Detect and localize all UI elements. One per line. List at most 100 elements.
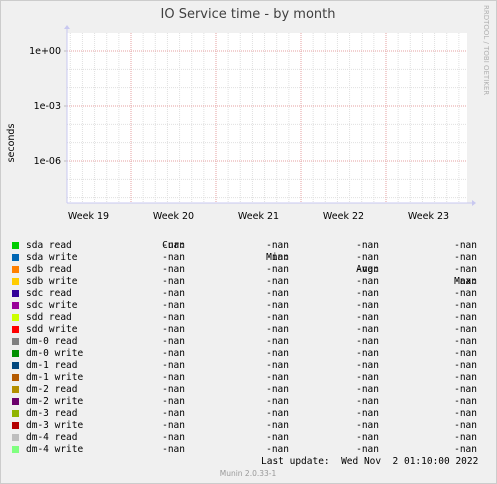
legend-value-max: -nan	[454, 288, 477, 299]
legend-series-name: sda read	[26, 240, 72, 251]
x-tick-label: Week 20	[153, 211, 194, 222]
y-axis-arrow	[64, 25, 70, 29]
legend-swatch	[12, 314, 19, 321]
legend-value-min: -nan	[266, 252, 289, 263]
legend-header: Cur: Min: Avg: Max:	[12, 228, 490, 287]
legend-value-max: -nan	[454, 276, 477, 287]
legend-row: sdc write -nan -nan -nan -nan	[12, 300, 490, 312]
col-avg-header: Avg:	[356, 264, 379, 275]
legend-value-min: -nan	[266, 300, 289, 311]
legend-value-max: -nan	[454, 264, 477, 275]
legend-value-cur: -nan	[162, 444, 185, 455]
legend-series-name: dm-0 write	[26, 348, 84, 359]
legend-swatch	[12, 290, 19, 297]
x-tick-label: Week 23	[408, 211, 449, 222]
legend-series-name: sdb read	[26, 264, 72, 275]
axes	[64, 25, 476, 206]
legend-value-avg: -nan	[356, 336, 379, 347]
legend-value-avg: -nan	[356, 432, 379, 443]
legend-value-cur: -nan	[162, 252, 185, 263]
legend-value-min: -nan	[266, 264, 289, 275]
legend-row: dm-1 write -nan -nan -nan -nan	[12, 372, 490, 384]
legend-swatch	[12, 326, 19, 333]
legend-value-max: -nan	[454, 372, 477, 383]
legend-value-cur: -nan	[162, 336, 185, 347]
legend-value-avg: -nan	[356, 300, 379, 311]
legend-value-cur: -nan	[162, 324, 185, 335]
legend-value-max: -nan	[454, 252, 477, 263]
legend-swatch	[12, 386, 19, 393]
legend-row: sda write -nan -nan -nan -nan	[12, 252, 490, 264]
legend-value-max: -nan	[454, 348, 477, 359]
legend-value-avg: -nan	[356, 360, 379, 371]
legend-swatch	[12, 350, 19, 357]
legend-series-name: sdd write	[26, 324, 78, 335]
legend-swatch	[12, 338, 19, 345]
legend-series-name: dm-1 read	[26, 360, 78, 371]
legend-value-max: -nan	[454, 240, 477, 251]
legend-value-avg: -nan	[356, 408, 379, 419]
y-tick-label: 1e-06	[34, 156, 61, 167]
legend-value-min: -nan	[266, 432, 289, 443]
legend-value-min: -nan	[266, 336, 289, 347]
legend-row: dm-4 write -nan -nan -nan -nan	[12, 444, 490, 456]
legend-value-min: -nan	[266, 384, 289, 395]
legend-value-avg: -nan	[356, 252, 379, 263]
legend-value-max: -nan	[454, 300, 477, 311]
legend-table: Cur: Min: Avg: Max: sda read -nan -nan -nan…	[12, 228, 490, 456]
legend-value-min: -nan	[266, 348, 289, 359]
legend-swatch	[12, 254, 19, 261]
legend-value-cur: -nan	[162, 432, 185, 443]
legend-row: dm-2 write -nan -nan -nan -nan	[12, 396, 490, 408]
legend-value-cur: -nan	[162, 312, 185, 323]
y-tick-labels: 1e+00 1e-03 1e-06	[29, 46, 61, 167]
col-cur-header: Cur:	[162, 240, 185, 251]
legend-series-name: sdd read	[26, 312, 72, 323]
legend-value-max: -nan	[454, 360, 477, 371]
legend-value-avg: -nan	[356, 288, 379, 299]
legend-series-name: sdc read	[26, 288, 72, 299]
last-update: Last update: Wed Nov 2 01:10:00 2022	[261, 456, 479, 467]
legend-value-max: -nan	[454, 396, 477, 407]
legend-swatch	[12, 266, 19, 273]
y-tick-label: 1e+00	[29, 46, 61, 57]
legend-value-cur: -nan	[162, 240, 185, 251]
legend-value-avg: -nan	[356, 396, 379, 407]
legend-swatch	[12, 374, 19, 381]
x-axis-arrow	[472, 200, 476, 206]
legend-swatch	[12, 302, 19, 309]
legend-value-max: -nan	[454, 408, 477, 419]
legend-value-min: -nan	[266, 324, 289, 335]
legend-swatch	[12, 410, 19, 417]
legend-value-cur: -nan	[162, 408, 185, 419]
legend-swatch	[12, 278, 19, 285]
legend-value-min: -nan	[266, 396, 289, 407]
legend-value-min: -nan	[266, 312, 289, 323]
legend-value-avg: -nan	[356, 240, 379, 251]
legend-value-avg: -nan	[356, 312, 379, 323]
legend-value-min: -nan	[266, 372, 289, 383]
legend-series-name: dm-0 read	[26, 336, 78, 347]
legend-row: dm-4 read -nan -nan -nan -nan	[12, 432, 490, 444]
legend-series-name: sdc write	[26, 300, 78, 311]
legend-value-cur: -nan	[162, 288, 185, 299]
legend-value-min: -nan	[266, 408, 289, 419]
legend-value-avg: -nan	[356, 372, 379, 383]
x-tick-label: Week 19	[68, 211, 109, 222]
col-min-header: Min:	[266, 252, 289, 263]
legend-series-name: dm-1 write	[26, 372, 84, 383]
col-max-header: Max:	[454, 276, 477, 287]
legend-value-min: -nan	[266, 360, 289, 371]
chart-title: IO Service time - by month	[161, 7, 336, 22]
legend-swatch	[12, 446, 19, 453]
legend-value-min: -nan	[266, 420, 289, 431]
legend-value-avg: -nan	[356, 420, 379, 431]
legend-swatch	[12, 362, 19, 369]
major-grid	[67, 33, 467, 203]
legend-value-avg: -nan	[356, 444, 379, 455]
legend-swatch	[12, 422, 19, 429]
x-tick-label: Week 21	[238, 211, 279, 222]
legend-value-min: -nan	[266, 276, 289, 287]
legend-value-cur: -nan	[162, 300, 185, 311]
